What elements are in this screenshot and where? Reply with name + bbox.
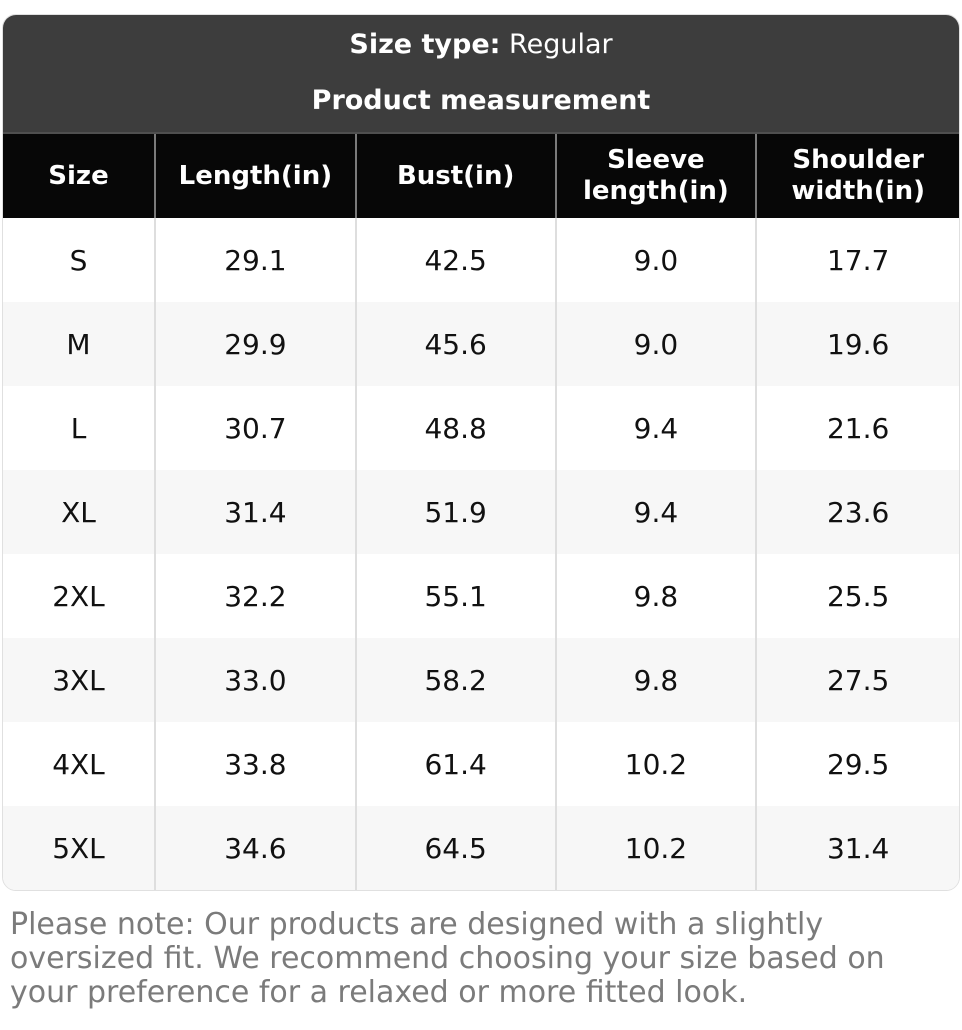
table-row: S 29.1 42.5 9.0 17.7 (3, 218, 959, 302)
table-header: Size Length(in) Bust(in) Sleeve length(i… (3, 132, 959, 218)
table-row: 3XL 33.0 58.2 9.8 27.5 (3, 638, 959, 722)
table-row: XL 31.4 51.9 9.4 23.6 (3, 470, 959, 554)
column-header-length: Length(in) (154, 132, 356, 218)
measurement-cell: 25.5 (755, 554, 959, 638)
size-cell: 4XL (3, 722, 155, 806)
column-header-sleeve-length: Sleeve length(in) (554, 132, 757, 218)
measurement-cell: 34.6 (154, 806, 356, 890)
size-type-line: Size type: Regular (3, 30, 959, 59)
measurement-cell: 29.5 (755, 722, 959, 806)
column-header-size: Size (3, 132, 155, 218)
size-chart-card: Size type: Regular Product measurement S… (2, 14, 960, 891)
measurement-cell: 51.9 (354, 470, 556, 554)
column-header-bust: Bust(in) (354, 132, 556, 218)
measurement-cell: 61.4 (354, 722, 556, 806)
table-row: M 29.9 45.6 9.0 19.6 (3, 302, 959, 386)
table-body: S 29.1 42.5 9.0 17.7 M 29.9 45.6 9.0 19.6 L 30.7 48.… (3, 218, 959, 890)
measurement-cell: 21.6 (755, 386, 959, 470)
measurement-cell: 19.6 (755, 302, 959, 386)
measurement-cell: 29.1 (154, 218, 356, 302)
size-measurement-table: Size Length(in) Bust(in) Sleeve length(i… (3, 132, 959, 890)
measurement-cell: 31.4 (154, 470, 356, 554)
measurement-cell: 10.2 (554, 722, 757, 806)
measurement-cell: 30.7 (154, 386, 356, 470)
measurement-cell: 48.8 (354, 386, 556, 470)
measurement-cell: 45.6 (354, 302, 556, 386)
size-chart-banner: Size type: Regular Product measurement (3, 15, 959, 132)
measurement-cell: 9.8 (554, 638, 757, 722)
measurement-cell: 55.1 (354, 554, 556, 638)
size-type-label: Size type: (349, 29, 501, 60)
measurement-cell: 64.5 (354, 806, 556, 890)
table-row: 4XL 33.8 61.4 10.2 29.5 (3, 722, 959, 806)
measurement-cell: 42.5 (354, 218, 556, 302)
table-row: 2XL 32.2 55.1 9.8 25.5 (3, 554, 959, 638)
measurement-cell: 31.4 (755, 806, 959, 890)
measurement-cell: 32.2 (154, 554, 356, 638)
measurement-cell: 33.8 (154, 722, 356, 806)
measurement-cell: 17.7 (755, 218, 959, 302)
measurement-cell: 9.8 (554, 554, 757, 638)
size-cell: S (3, 218, 155, 302)
measurement-cell: 27.5 (755, 638, 959, 722)
table-row: L 30.7 48.8 9.4 21.6 (3, 386, 959, 470)
measurement-cell: 9.4 (554, 470, 757, 554)
size-type-value: Regular (509, 29, 613, 60)
measurement-cell: 9.0 (554, 302, 757, 386)
table-row: 5XL 34.6 64.5 10.2 31.4 (3, 806, 959, 890)
column-header-shoulder-width: Shoulder width(in) (755, 132, 959, 218)
size-cell: 3XL (3, 638, 155, 722)
measurement-cell: 23.6 (755, 470, 959, 554)
size-cell: M (3, 302, 155, 386)
product-measurement-title: Product measurement (311, 85, 651, 116)
table-header-row: Size Length(in) Bust(in) Sleeve length(i… (3, 132, 959, 218)
size-cell: L (3, 386, 155, 470)
measurement-cell: 58.2 (354, 638, 556, 722)
size-cell: 2XL (3, 554, 155, 638)
size-note: Please note: Our products are designed w… (10, 907, 885, 1010)
measurement-cell: 29.9 (154, 302, 356, 386)
measurement-cell: 9.4 (554, 386, 757, 470)
measurement-cell: 9.0 (554, 218, 757, 302)
size-cell: XL (3, 470, 155, 554)
measurement-cell: 10.2 (554, 806, 757, 890)
size-cell: 5XL (3, 806, 155, 890)
measurement-cell: 33.0 (154, 638, 356, 722)
